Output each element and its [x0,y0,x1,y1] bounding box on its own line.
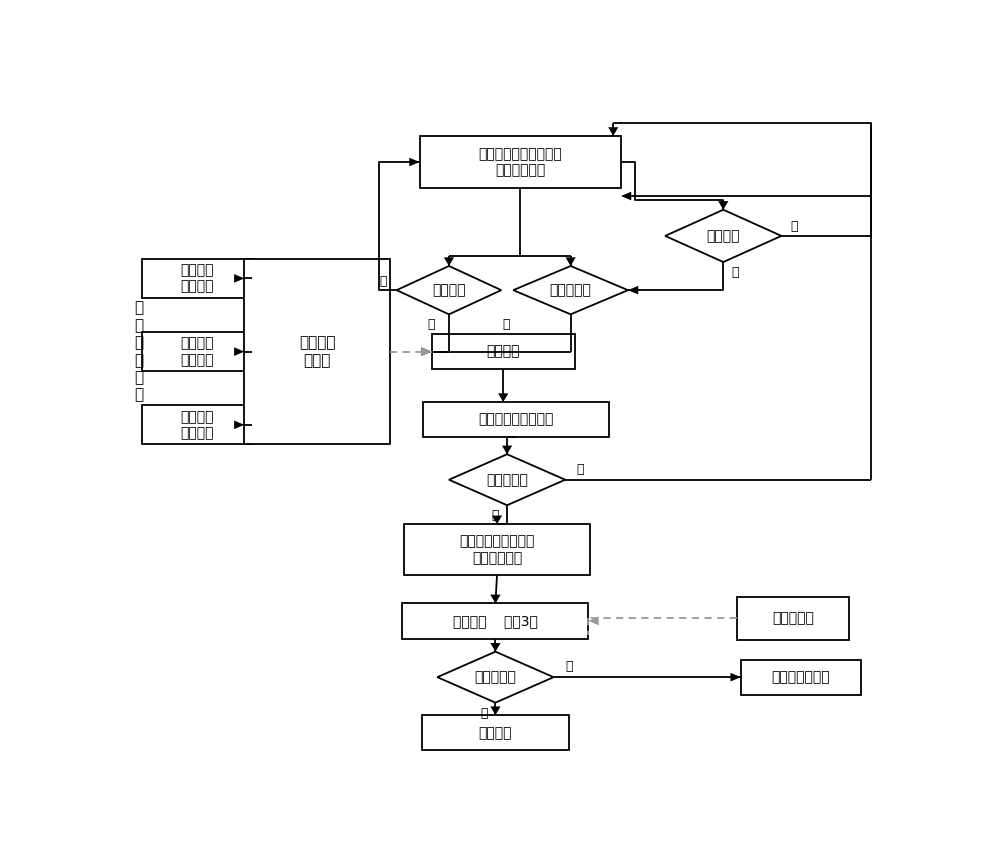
Polygon shape [444,257,454,266]
Text: 是: 是 [577,463,584,475]
Bar [402,604,588,638]
Bar [423,402,609,437]
Text: 否: 否 [380,274,387,288]
Bar [404,524,590,575]
Polygon shape [449,454,565,505]
Bar [142,259,252,298]
Text: 特定实时
数据发送: 特定实时 数据发送 [180,336,214,367]
Text: 实时报到？: 实时报到？ [550,284,592,297]
Polygon shape [234,347,244,356]
Text: 是: 是 [565,661,573,673]
Text: 否: 否 [480,706,488,720]
Polygon shape [628,286,638,295]
Bar [244,259,390,444]
Text: 是: 是 [428,318,435,330]
Polygon shape [621,192,631,200]
Polygon shape [397,266,501,314]
Polygon shape [566,257,576,266]
Polygon shape [437,652,554,703]
Text: 报告错误: 报告错误 [479,726,512,739]
Text: 是: 是 [731,266,739,279]
Text: 发送数据: 发送数据 [486,345,520,358]
Polygon shape [490,643,501,652]
Polygon shape [513,266,628,314]
Text: 数据发送
缓冲区: 数据发送 缓冲区 [299,335,335,368]
Text: 上报成功？: 上报成功？ [486,473,528,486]
Polygon shape [718,201,728,210]
Text: 清除补报缓冲区: 清除补报缓冲区 [771,670,830,684]
Text: 定时到？: 定时到？ [432,284,466,297]
Text: 数据移至补报缓冲区: 数据移至补报缓冲区 [479,413,554,426]
Text: 补报缓冲区: 补报缓冲区 [772,611,814,626]
Bar [737,597,849,640]
Polygon shape [492,515,502,524]
Polygon shape [490,594,501,604]
Polygon shape [731,673,741,682]
Bar [142,332,252,371]
Polygon shape [588,616,599,625]
Bar [422,715,569,751]
Polygon shape [234,420,244,429]
Bar [142,405,252,444]
Text: 补报成功？: 补报成功？ [475,670,516,684]
Polygon shape [234,274,244,283]
Text: 定值到？: 定值到？ [707,229,740,243]
Text: 定值存储
数据发送: 定值存储 数据发送 [180,410,214,440]
Polygon shape [421,347,432,356]
Text: 否: 否 [502,318,509,330]
Text: 否: 否 [492,509,499,522]
Bar [432,334,575,369]
Text: 否: 否 [791,220,798,233]
Polygon shape [665,210,781,262]
Text: 发
送
控
制
策
略: 发 送 控 制 策 略 [134,301,144,402]
Polygon shape [502,446,512,454]
Polygon shape [608,127,618,136]
Text: 调整等待延迟时间，
改变发送速率: 调整等待延迟时间， 改变发送速率 [459,535,535,565]
Polygon shape [421,347,432,356]
Text: 数据上报任务等待执行
监听下列信号: 数据上报任务等待执行 监听下列信号 [478,147,562,177]
Polygon shape [498,393,508,402]
Polygon shape [409,158,420,166]
Text: 补发数据    重试3次: 补发数据 重试3次 [453,614,538,628]
Bar [420,136,621,188]
Polygon shape [490,706,501,715]
Bar [741,660,861,694]
Text: 定时存储
数据发送: 定时存储 数据发送 [180,263,214,294]
